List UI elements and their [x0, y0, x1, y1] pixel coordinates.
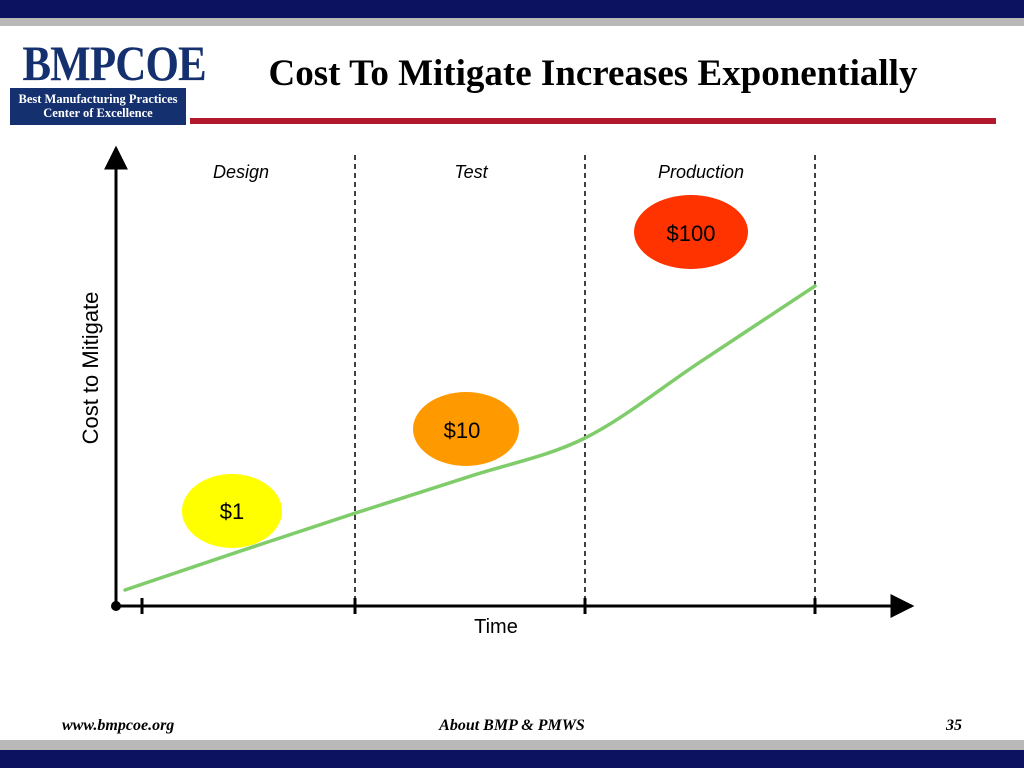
logo-tagline-box: Best Manufacturing Practices Center of E… [10, 88, 186, 125]
cost-bubble-production [634, 195, 748, 269]
logo-tagline-line2: Center of Excellence [43, 106, 153, 120]
bmpcoe-logo: BMPCOE Best Manufacturing Practices Cent… [10, 38, 207, 125]
cost-curve-line [123, 284, 817, 592]
top-gray-band [0, 18, 1024, 26]
cost-bubble-label-production: $100 [667, 221, 716, 246]
cost-bubble-test [413, 392, 519, 466]
logo-tagline-line1: Best Manufacturing Practices [18, 92, 178, 106]
phase-label-design: Design [213, 162, 269, 182]
slide-title: Cost To Mitigate Increases Exponentially [268, 53, 918, 94]
top-navy-band [0, 0, 1024, 18]
title-underline [190, 118, 996, 124]
bottom-navy-band [0, 750, 1024, 768]
phase-label-production: Production [658, 162, 744, 182]
cost-bubble-label-test: $10 [444, 418, 481, 443]
phase-label-test: Test [454, 162, 488, 182]
footer-website: www.bmpcoe.org [62, 717, 175, 734]
cost-bubble-design [182, 474, 282, 548]
bottom-gray-band [0, 740, 1024, 750]
axis-origin-dot [111, 601, 121, 611]
footer-page-number: 35 [946, 717, 962, 734]
footer-title: About BMP & PMWS [439, 717, 585, 734]
x-axis-label: Time [474, 616, 518, 638]
y-axis-label: Cost to Mitigate [78, 292, 103, 445]
cost-bubble-label-design: $1 [220, 499, 244, 524]
